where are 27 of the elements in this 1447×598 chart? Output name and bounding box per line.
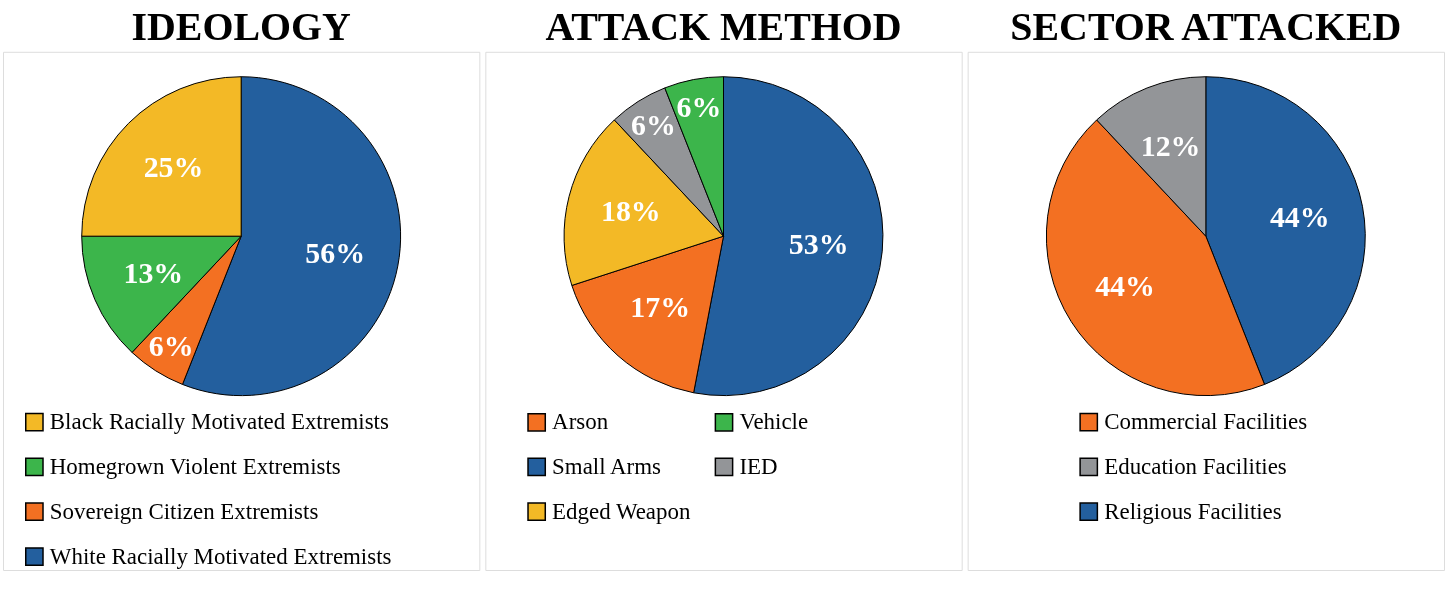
legend-label: Commercial Facilities — [1104, 409, 1308, 435]
legend-label: Homegrown Violent Extremists — [49, 453, 341, 479]
legend-label: Small Arms — [552, 453, 661, 479]
legend-label: Black Racially Motivated Extremists — [49, 409, 389, 435]
legend-label: Arson — [552, 409, 609, 435]
data-label: 56% — [305, 236, 366, 270]
legend-label: Edged Weapon — [552, 498, 691, 524]
data-label: 44% — [1095, 269, 1155, 303]
data-label: 12% — [1140, 129, 1201, 163]
legend-label: Sovereign Citizen Extremists — [49, 498, 319, 524]
data-label: 13% — [123, 256, 184, 290]
data-label: 17% — [630, 289, 691, 323]
legend-label: Religious Facilities — [1104, 498, 1282, 524]
legend-label: IED — [739, 453, 778, 479]
data-label: 25% — [143, 150, 204, 184]
legend-label: White Racially Motivated Extremists — [49, 543, 392, 569]
data-label: 44% — [1269, 200, 1330, 234]
data-label: 6% — [148, 328, 194, 362]
data-label: 53% — [788, 227, 849, 261]
data-label: 6% — [631, 107, 676, 141]
data-label: 6% — [676, 89, 722, 123]
legend-label: Vehicle — [739, 409, 809, 435]
chart-title: SECTOR ATTACKED — [1010, 3, 1402, 49]
chart-title: ATTACK METHOD — [545, 3, 902, 49]
data-label: 18% — [600, 194, 661, 228]
legend-label: Education Facilities — [1104, 453, 1287, 479]
chart-title: IDEOLOGY — [131, 3, 352, 49]
